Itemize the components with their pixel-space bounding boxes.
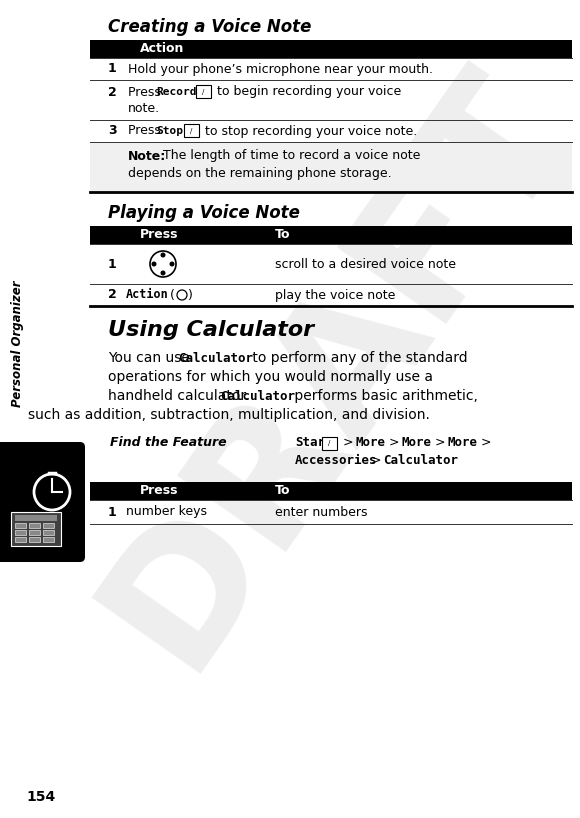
- Text: >: >: [339, 437, 357, 450]
- FancyBboxPatch shape: [29, 523, 40, 528]
- Text: to stop recording your voice note.: to stop recording your voice note.: [201, 124, 417, 137]
- Text: such as addition, subtraction, multiplication, and division.: such as addition, subtraction, multiplic…: [28, 408, 430, 422]
- Text: handheld calculator.: handheld calculator.: [108, 389, 253, 403]
- Text: To: To: [275, 484, 291, 497]
- Text: >: >: [385, 437, 404, 450]
- Circle shape: [161, 254, 165, 257]
- Text: Calculator: Calculator: [383, 453, 458, 466]
- FancyBboxPatch shape: [29, 530, 40, 535]
- FancyBboxPatch shape: [0, 442, 85, 562]
- Text: to perform any of the standard: to perform any of the standard: [248, 351, 467, 365]
- FancyBboxPatch shape: [90, 482, 572, 500]
- FancyBboxPatch shape: [90, 40, 572, 58]
- Text: to begin recording your voice: to begin recording your voice: [213, 86, 401, 98]
- Text: Calculator: Calculator: [220, 389, 295, 402]
- FancyBboxPatch shape: [322, 437, 337, 450]
- Text: /: /: [202, 89, 204, 95]
- Circle shape: [161, 272, 165, 275]
- Text: play the voice note: play the voice note: [275, 289, 396, 302]
- FancyBboxPatch shape: [90, 226, 572, 244]
- Text: More: More: [355, 437, 385, 450]
- Text: Accessories: Accessories: [295, 453, 378, 466]
- FancyBboxPatch shape: [15, 515, 57, 521]
- Text: 1: 1: [108, 62, 117, 75]
- FancyBboxPatch shape: [43, 523, 54, 528]
- Text: Press: Press: [140, 228, 179, 241]
- Text: 154: 154: [26, 790, 55, 804]
- Text: ): ): [188, 289, 193, 302]
- Text: note.: note.: [128, 101, 160, 115]
- Text: Hold your phone’s microphone near your mouth.: Hold your phone’s microphone near your m…: [128, 62, 433, 75]
- Text: Playing a Voice Note: Playing a Voice Note: [108, 204, 300, 222]
- FancyBboxPatch shape: [15, 537, 26, 542]
- Text: Press: Press: [140, 484, 179, 497]
- Text: You can use: You can use: [108, 351, 194, 365]
- Text: 2: 2: [108, 289, 117, 302]
- Text: Creating a Voice Note: Creating a Voice Note: [108, 18, 311, 36]
- Text: enter numbers: enter numbers: [275, 506, 368, 519]
- Text: Find the Feature: Find the Feature: [110, 437, 227, 450]
- Text: Start: Start: [295, 437, 332, 450]
- Text: number keys: number keys: [126, 506, 207, 519]
- Text: performs basic arithmetic,: performs basic arithmetic,: [290, 389, 478, 403]
- Text: More: More: [447, 437, 477, 450]
- Circle shape: [170, 263, 174, 266]
- Text: 2: 2: [108, 86, 117, 98]
- Text: Note:: Note:: [128, 150, 166, 163]
- Text: depends on the remaining phone storage.: depends on the remaining phone storage.: [128, 168, 392, 181]
- Text: Press: Press: [128, 124, 165, 137]
- Text: Using Calculator: Using Calculator: [108, 320, 314, 340]
- Text: Action: Action: [140, 43, 184, 56]
- FancyBboxPatch shape: [29, 537, 40, 542]
- FancyBboxPatch shape: [11, 512, 61, 546]
- Text: 3: 3: [108, 124, 117, 137]
- Text: Calculator: Calculator: [178, 352, 253, 365]
- FancyBboxPatch shape: [43, 537, 54, 542]
- FancyBboxPatch shape: [90, 142, 572, 192]
- Text: operations for which you would normally use a: operations for which you would normally …: [108, 370, 433, 384]
- Text: The length of time to record a voice note: The length of time to record a voice not…: [159, 150, 420, 163]
- Text: Personal Organizer: Personal Organizer: [12, 281, 24, 407]
- Text: DRAFT: DRAFT: [71, 41, 580, 695]
- FancyBboxPatch shape: [196, 85, 211, 98]
- Text: scroll to a desired voice note: scroll to a desired voice note: [275, 258, 456, 271]
- Text: >: >: [367, 453, 386, 466]
- FancyBboxPatch shape: [43, 530, 54, 535]
- Text: Record: Record: [156, 87, 197, 97]
- FancyBboxPatch shape: [184, 124, 199, 137]
- Text: /: /: [190, 128, 192, 134]
- Text: To: To: [275, 228, 291, 241]
- FancyBboxPatch shape: [15, 523, 26, 528]
- Text: More: More: [401, 437, 431, 450]
- Text: /: /: [328, 440, 330, 446]
- Text: Press: Press: [128, 86, 165, 98]
- Text: 1: 1: [108, 506, 117, 519]
- Text: (: (: [170, 289, 175, 302]
- Text: >: >: [431, 437, 450, 450]
- Text: Stop: Stop: [156, 126, 183, 136]
- Circle shape: [152, 263, 156, 266]
- FancyBboxPatch shape: [15, 530, 26, 535]
- Text: Action: Action: [126, 289, 169, 302]
- Text: 1: 1: [108, 258, 117, 271]
- Text: >: >: [477, 437, 491, 450]
